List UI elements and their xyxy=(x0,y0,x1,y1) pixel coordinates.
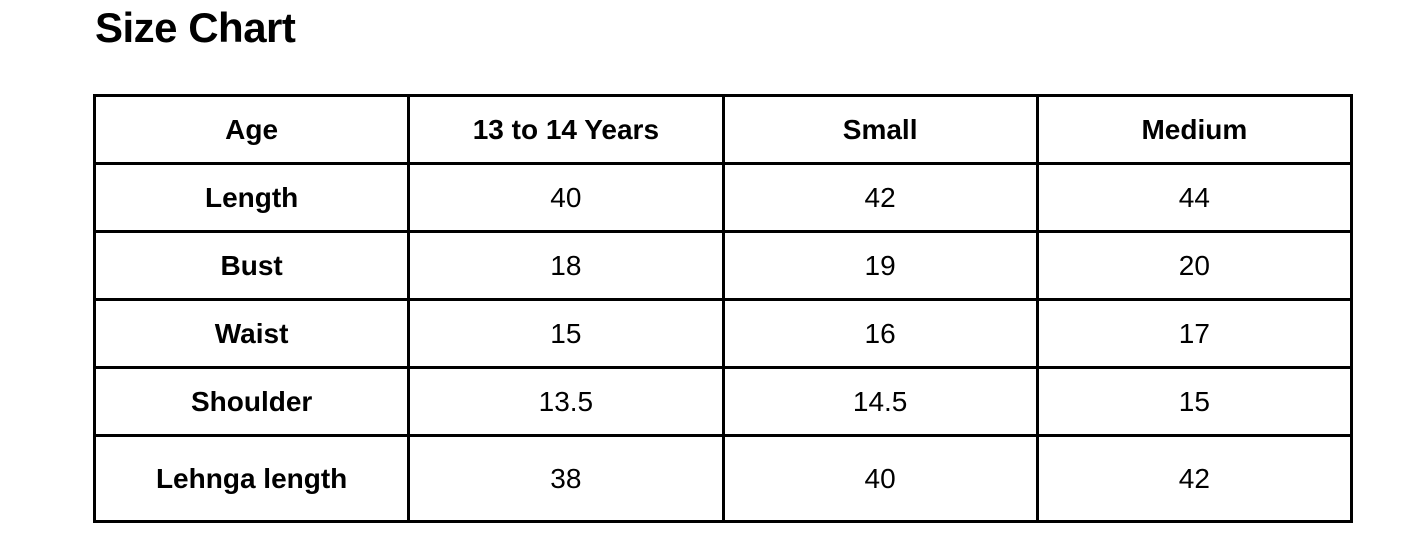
table-row-lehnga-length: Lehnga length 38 40 42 xyxy=(92,434,1354,523)
header-cell-medium: Medium xyxy=(1035,94,1354,165)
header-cell-small: Small xyxy=(721,94,1039,165)
size-chart-table: Age 13 to 14 Years Small Medium Length 4… xyxy=(92,94,1354,523)
cell-length-medium: 44 xyxy=(1035,162,1354,233)
page-title: Size Chart xyxy=(95,4,296,51)
cell-length-small: 42 xyxy=(721,162,1039,233)
row-label-shoulder: Shoulder xyxy=(92,366,411,437)
cell-bust-small: 19 xyxy=(721,230,1039,301)
table-row-length: Length 40 42 44 xyxy=(92,162,1354,233)
table-header-row: Age 13 to 14 Years Small Medium xyxy=(92,94,1354,165)
cell-lehnga-length-small: 40 xyxy=(721,434,1039,523)
cell-shoulder-medium: 15 xyxy=(1035,366,1354,437)
cell-lehnga-length-medium: 42 xyxy=(1035,434,1354,523)
table-row-shoulder: Shoulder 13.5 14.5 15 xyxy=(92,366,1354,437)
row-label-bust: Bust xyxy=(92,230,411,301)
row-label-lehnga-length: Lehnga length xyxy=(92,434,411,523)
cell-shoulder-small: 14.5 xyxy=(721,366,1039,437)
cell-shoulder-13-14: 13.5 xyxy=(407,366,725,437)
cell-waist-medium: 17 xyxy=(1035,298,1354,369)
cell-length-13-14: 40 xyxy=(407,162,725,233)
header-cell-13-14: 13 to 14 Years xyxy=(407,94,725,165)
header-cell-age: Age xyxy=(92,94,411,165)
row-label-length: Length xyxy=(92,162,411,233)
cell-bust-13-14: 18 xyxy=(407,230,725,301)
table-row-bust: Bust 18 19 20 xyxy=(92,230,1354,301)
cell-waist-small: 16 xyxy=(721,298,1039,369)
cell-lehnga-length-13-14: 38 xyxy=(407,434,725,523)
table-row-waist: Waist 15 16 17 xyxy=(92,298,1354,369)
cell-waist-13-14: 15 xyxy=(407,298,725,369)
row-label-waist: Waist xyxy=(92,298,411,369)
cell-bust-medium: 20 xyxy=(1035,230,1354,301)
